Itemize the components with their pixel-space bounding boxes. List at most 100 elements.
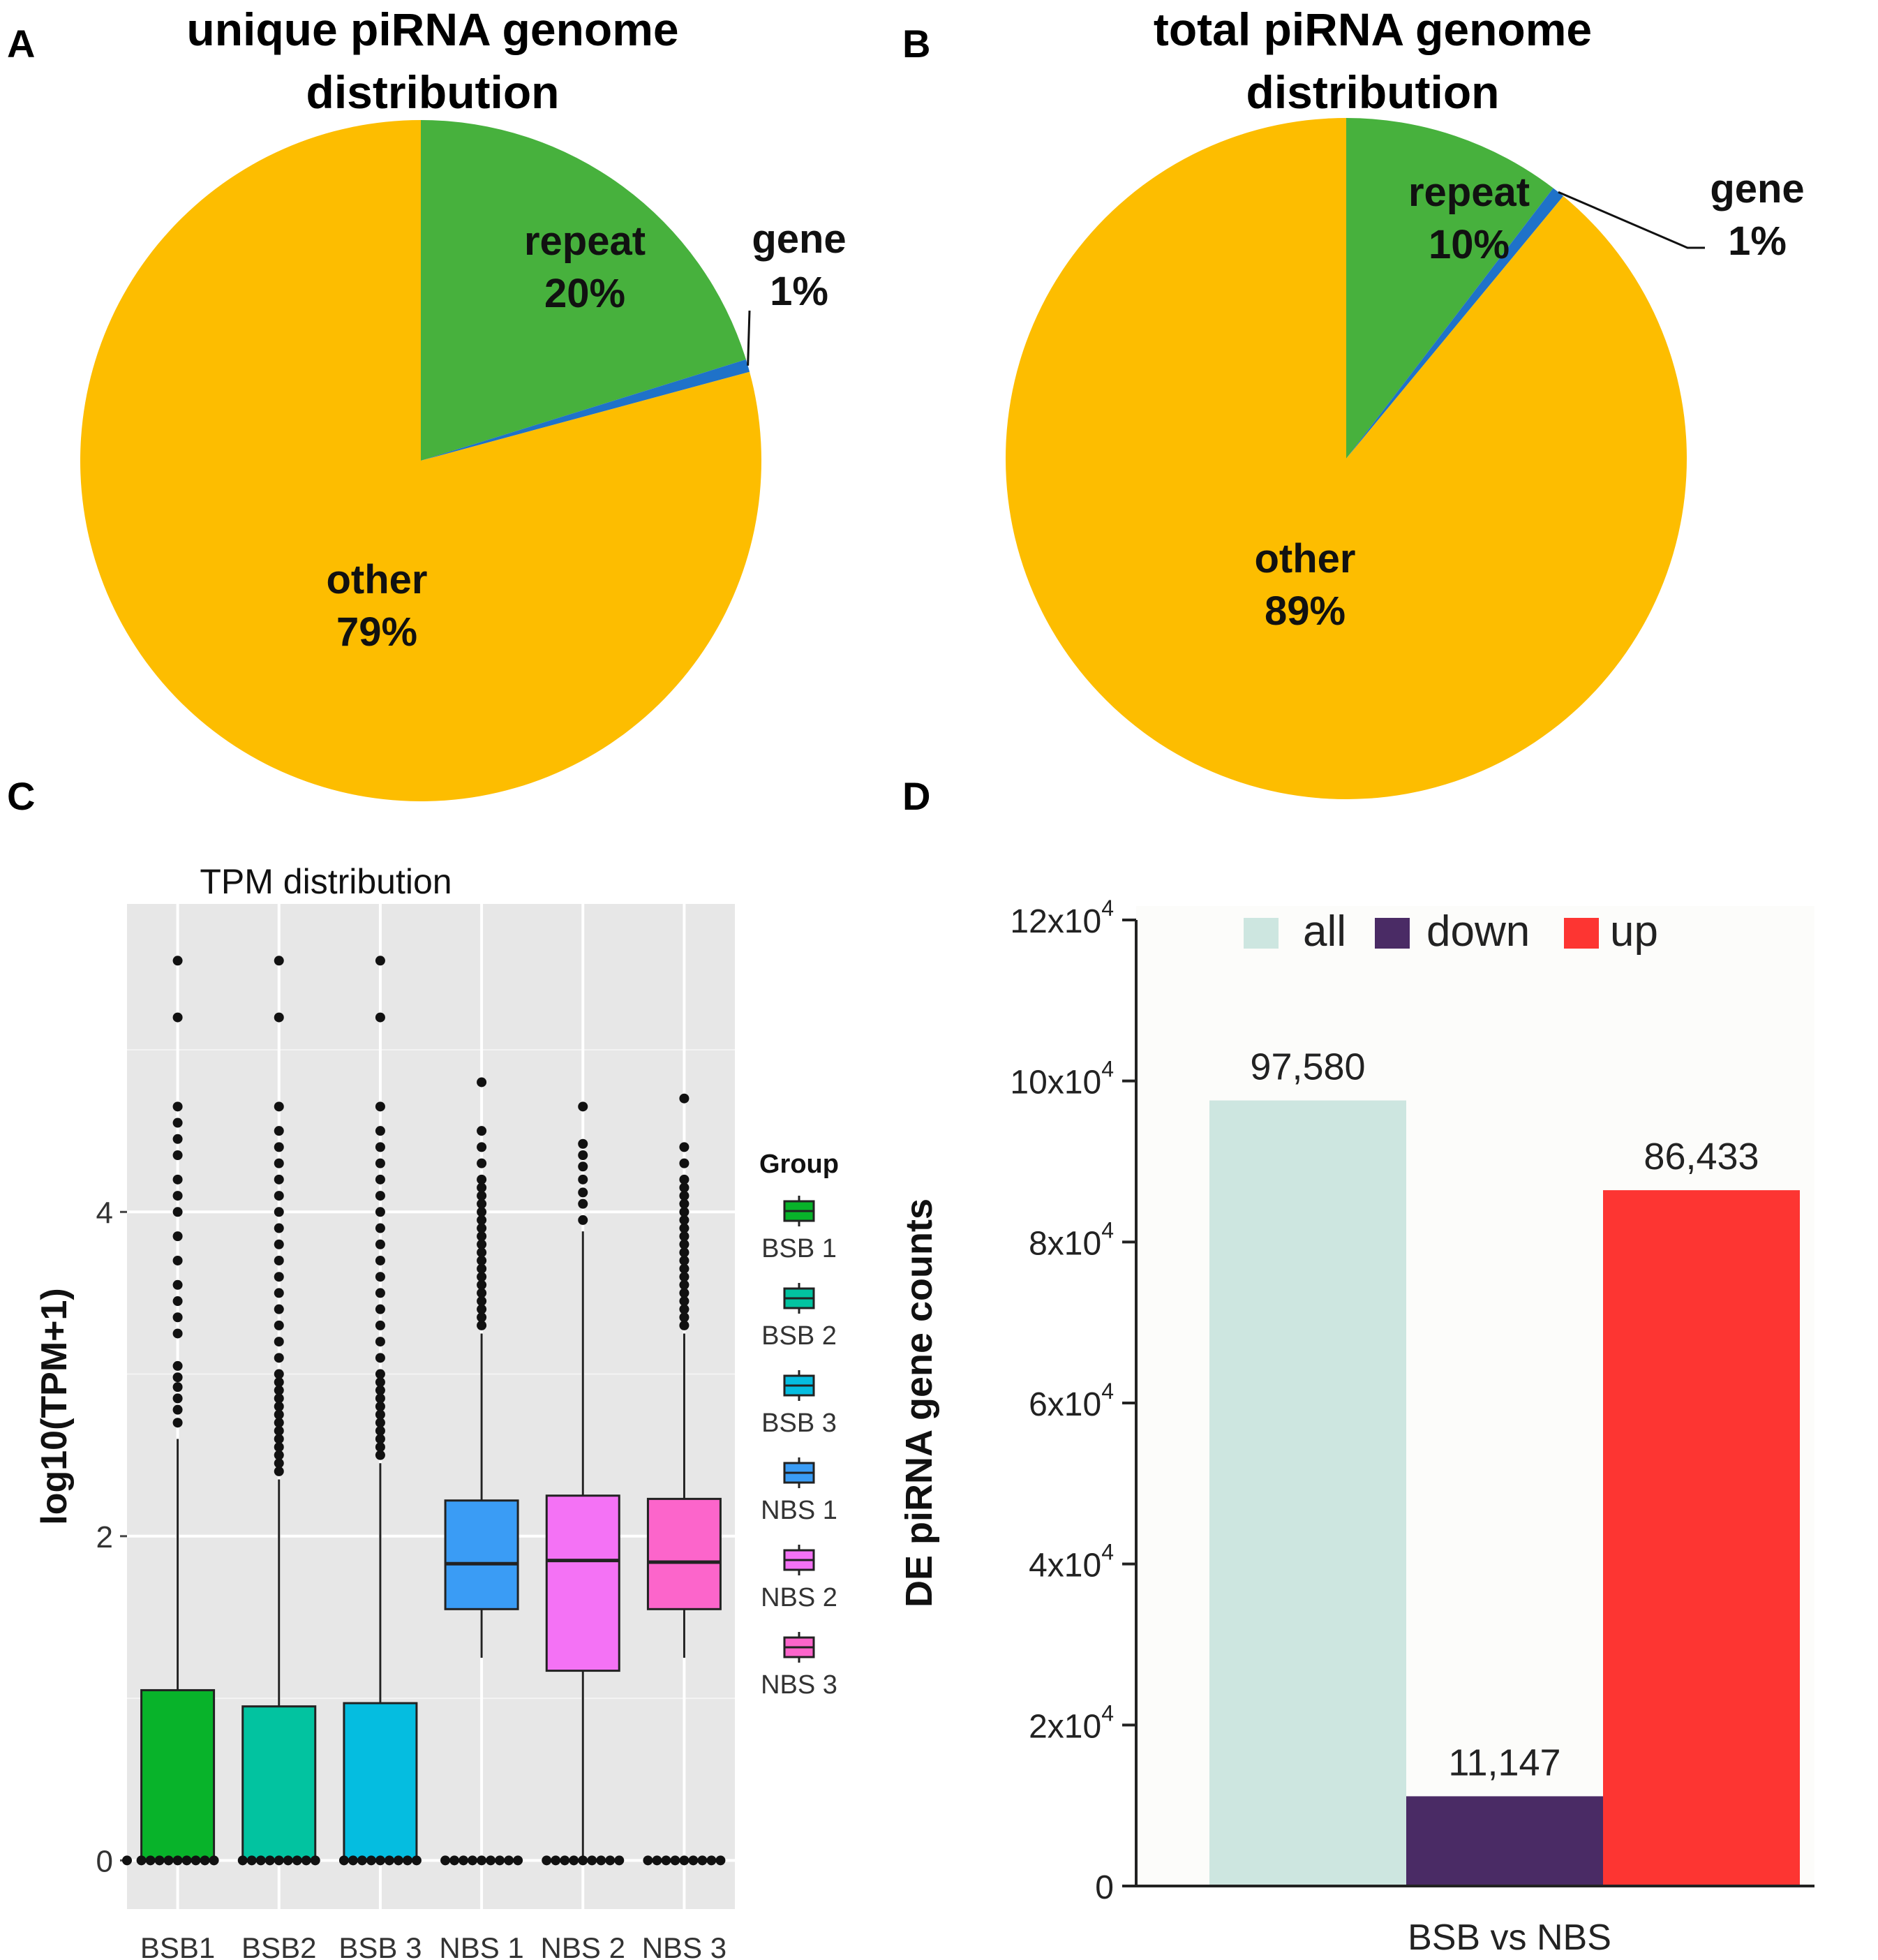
box-iqr xyxy=(343,1702,418,1862)
outlier-point xyxy=(375,1855,385,1866)
pie-label-repeat: repeat xyxy=(524,218,646,264)
outlier-point xyxy=(578,1101,588,1112)
x-tick-label: NBS 1 xyxy=(439,1931,523,1960)
box-NBS1 xyxy=(440,1077,523,1866)
outlier-point xyxy=(375,1158,385,1168)
outlier-point xyxy=(578,1198,588,1209)
panel-b-title-line1: total piRNA genome xyxy=(1154,3,1592,55)
pie-slice-other xyxy=(80,120,761,801)
box-iqr xyxy=(646,1497,722,1610)
outlier-point xyxy=(477,1223,487,1233)
outlier-point xyxy=(578,1855,588,1866)
outlier-point xyxy=(679,1272,690,1282)
outlier-point xyxy=(477,1247,487,1258)
outlier-point xyxy=(643,1855,653,1866)
outlier-point xyxy=(375,1393,385,1404)
outlier-point xyxy=(172,1312,183,1323)
y-tick-label: 4x104 xyxy=(1029,1540,1114,1584)
legend-swatch-up xyxy=(1564,918,1599,949)
outlier-point xyxy=(274,1458,284,1469)
panel-d: D 97,580 11,147 86,433 0 2x104 4x104 6x104 8x10… xyxy=(898,774,1814,1958)
outlier-point xyxy=(679,1207,690,1217)
box-iqr xyxy=(444,1499,519,1610)
outlier-point xyxy=(569,1855,579,1866)
pie-label-other: other xyxy=(327,557,428,602)
outlier-point xyxy=(578,1150,588,1160)
outlier-point xyxy=(172,1404,183,1415)
box-NBS2 xyxy=(542,1101,625,1866)
outlier-point xyxy=(172,1174,183,1185)
outlier-point xyxy=(172,1101,183,1112)
outlier-point xyxy=(477,1239,487,1249)
bar-chart: 97,580 11,147 86,433 0 2x104 4x104 6x104 8x104 1… xyxy=(898,896,1814,1958)
legend-item-BSB1: BSB 1 xyxy=(761,1196,837,1263)
legend-label-down: down xyxy=(1426,907,1530,956)
outlier-point xyxy=(477,1320,487,1330)
outlier-point xyxy=(274,1207,284,1217)
outlier-point xyxy=(310,1855,320,1866)
outlier-point xyxy=(440,1855,451,1866)
outlier-point xyxy=(145,1855,156,1866)
outlier-point xyxy=(679,1255,690,1265)
outlier-point xyxy=(477,1215,487,1225)
pie-chart-total: repeat 10% gene 1% other 89% xyxy=(1006,118,1805,799)
x-tick-label: NBS 2 xyxy=(541,1931,625,1960)
outlier-point xyxy=(375,1377,385,1388)
bar-value-label-up: 86,433 xyxy=(1644,1136,1759,1178)
legend-label-all: all xyxy=(1303,907,1346,956)
outlier-point xyxy=(468,1855,478,1866)
outlier-point xyxy=(375,1126,385,1136)
pie-percent-gene: 1% xyxy=(1728,218,1787,264)
outlier-point xyxy=(679,1158,690,1168)
outlier-point xyxy=(551,1855,561,1866)
outlier-point xyxy=(375,1288,385,1298)
outlier-point xyxy=(375,1418,385,1428)
outlier-point xyxy=(679,1231,690,1242)
pie-label-gene: gene xyxy=(1710,166,1804,211)
outlier-point xyxy=(172,1012,183,1023)
legend-swatch-down xyxy=(1375,918,1410,949)
panel-a-letter: A xyxy=(7,22,35,66)
outlier-point xyxy=(274,1255,284,1265)
pie-percent-repeat: 10% xyxy=(1429,222,1510,267)
outlier-point xyxy=(375,1369,385,1379)
legend-label: BSB 3 xyxy=(761,1409,837,1438)
outlier-point xyxy=(172,1207,183,1217)
outlier-point xyxy=(237,1855,248,1866)
outlier-point xyxy=(578,1215,588,1225)
outlier-point xyxy=(411,1855,422,1866)
outlier-point xyxy=(679,1247,690,1258)
outlier-point xyxy=(172,1191,183,1201)
outlier-point xyxy=(706,1855,717,1866)
outlier-point xyxy=(578,1187,588,1198)
panel-a: A unique piRNA genome distribution repea… xyxy=(7,3,847,801)
outlier-point xyxy=(375,1385,385,1395)
box-BSB2 xyxy=(237,956,320,1866)
outlier-point xyxy=(172,1279,183,1290)
outlier-point xyxy=(504,1855,514,1866)
outlier-point xyxy=(679,1320,690,1330)
outlier-point xyxy=(393,1855,403,1866)
outlier-point xyxy=(172,1150,183,1160)
outlier-point xyxy=(274,1174,284,1185)
outlier-point xyxy=(375,1272,385,1282)
outlier-point xyxy=(274,1425,284,1436)
x-tick-label: BSB1 xyxy=(140,1931,215,1960)
chart-title: TPM distribution xyxy=(200,862,452,901)
plot-background xyxy=(127,904,735,1909)
outlier-point xyxy=(375,1434,385,1444)
outlier-point xyxy=(163,1855,174,1866)
outlier-point xyxy=(274,1158,284,1168)
outlier-point xyxy=(274,1353,284,1363)
outlier-point xyxy=(375,956,385,966)
outlier-point xyxy=(614,1855,625,1866)
outlier-point xyxy=(477,1126,487,1136)
outlier-point xyxy=(375,1450,385,1460)
outlier-point xyxy=(172,1231,183,1242)
outlier-point xyxy=(375,1142,385,1152)
outlier-point xyxy=(459,1855,469,1866)
outlier-point xyxy=(283,1855,293,1866)
outlier-point xyxy=(172,1134,183,1144)
pie-percent-repeat: 20% xyxy=(544,271,625,316)
